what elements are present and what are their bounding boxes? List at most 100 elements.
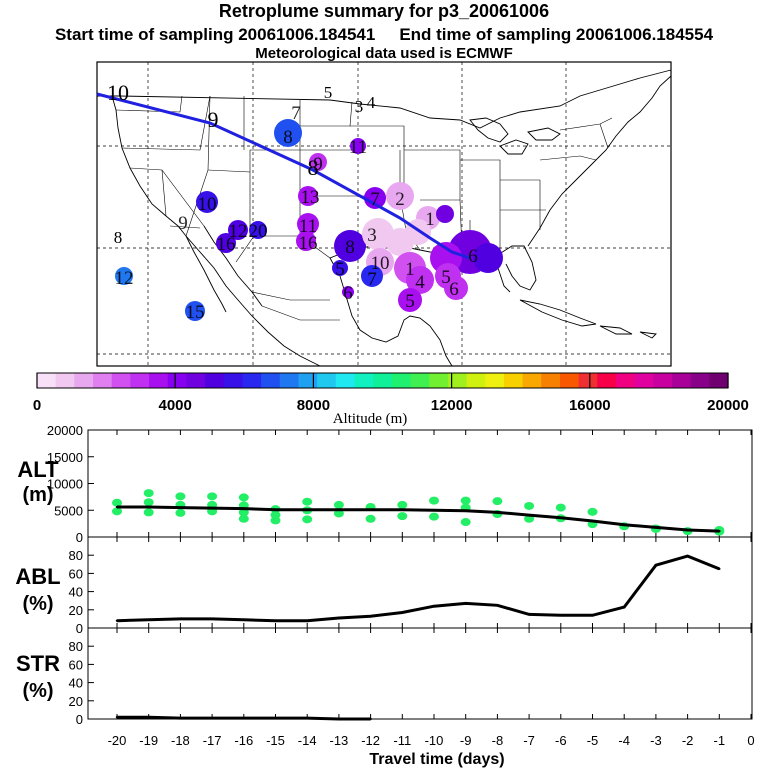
series-point — [496, 511, 499, 514]
altitude-dot — [397, 512, 408, 521]
altitude-dot — [302, 497, 313, 506]
y-axis-label: STR — [16, 651, 60, 676]
y-tick-label: 5000 — [54, 503, 83, 518]
y-tick-label: 40 — [69, 585, 83, 600]
panel-frame — [87, 429, 753, 538]
y-tick-label: 80 — [69, 548, 83, 563]
plume-day-label: 1 — [425, 209, 435, 230]
plume-day-label: 6 — [449, 279, 459, 300]
panel-abl: 80 60 40 20 0 ABL (%) — [15, 536, 753, 636]
altitude-dot — [175, 492, 186, 501]
plume-circles — [115, 119, 503, 321]
series-point — [432, 604, 436, 608]
series-point — [115, 619, 119, 622]
series-point — [686, 554, 689, 558]
colorbar-cell — [186, 373, 206, 388]
series-point — [559, 516, 562, 519]
colorbar-cell — [298, 373, 318, 388]
track-day-label: 9 — [208, 107, 219, 132]
series-point — [369, 717, 372, 721]
x-tick-label: -4 — [618, 733, 630, 748]
plume-day-label: 10 — [198, 194, 217, 215]
met-data-label: Meteorological data used is ECMWF — [255, 45, 513, 62]
y-axis-unit: (%) — [22, 593, 53, 615]
plume-day-label: 4 — [415, 272, 425, 293]
colorbar-cell — [261, 373, 281, 388]
series-point — [115, 715, 119, 719]
series-point — [306, 619, 309, 622]
x-tick-label: -3 — [650, 733, 662, 748]
colorbar-cell — [373, 373, 393, 388]
series-point — [242, 618, 245, 622]
y-axis-unit: (m) — [22, 484, 53, 506]
series-point — [686, 528, 689, 532]
plume-day-label: 7 — [370, 189, 380, 210]
altitude-dot — [238, 493, 249, 502]
series-point — [147, 505, 150, 509]
plume-day-label: 10 — [371, 253, 390, 274]
colorbar-cell — [149, 373, 169, 388]
track-day-label: 8 — [308, 155, 319, 180]
y-tick-label: 80 — [69, 639, 83, 654]
colorbar-cell — [410, 373, 430, 388]
colorbar-cell — [541, 373, 561, 388]
altitude-dot — [460, 518, 471, 527]
colorbar-cell — [205, 373, 225, 388]
map-box-number: 4 — [367, 93, 376, 112]
series-point — [179, 716, 182, 720]
colorbar-cell — [447, 373, 468, 388]
series-point — [654, 564, 658, 567]
series-point — [147, 715, 150, 719]
altitude-dot — [302, 515, 313, 524]
altitude-dot — [112, 498, 122, 507]
series-point — [306, 716, 309, 720]
colorbar-cell — [354, 373, 374, 388]
x-tick-label: -11 — [393, 733, 411, 748]
y-tick-label: 20000 — [47, 423, 83, 438]
y-axis-label: ALT — [17, 457, 59, 482]
series-point — [369, 614, 372, 618]
colorbar-cell — [279, 373, 300, 388]
plume-day-label: 5 — [405, 291, 415, 312]
colorbar-cell — [223, 373, 244, 388]
plume-day-label: 9 — [178, 213, 188, 234]
y-tick-label: 20 — [69, 694, 83, 709]
plume-day-label: 16 — [217, 234, 236, 255]
x-tick-label: -16 — [234, 733, 253, 748]
plume-day-label: 8 — [283, 127, 293, 148]
x-tick-label: -18 — [171, 733, 190, 748]
colorbar-cell — [709, 373, 729, 388]
y-tick-label: 60 — [69, 657, 83, 672]
altitude-dot — [238, 508, 249, 517]
colorbar-cell — [615, 373, 636, 388]
series-point — [179, 506, 182, 509]
series-point — [210, 506, 214, 510]
plume-day-label: 20 — [249, 221, 268, 242]
x-tick-label: -9 — [460, 733, 472, 748]
track-day-label: 10 — [107, 80, 129, 105]
series-point — [242, 507, 245, 510]
colorbar-cell — [466, 373, 486, 388]
series-point — [274, 508, 277, 511]
altitude-dot — [270, 516, 281, 525]
y-tick-label: 40 — [69, 676, 83, 691]
x-tick-label: -19 — [139, 733, 158, 748]
chart-title: Retroplume summary for p3_20061006 — [218, 1, 550, 21]
colorbar-cell — [93, 373, 113, 388]
x-tick-label: -20 — [108, 733, 127, 748]
altitude-dot — [492, 497, 503, 506]
colorbar-cell — [37, 373, 57, 388]
series-point — [527, 513, 531, 517]
altitude-dot — [333, 500, 344, 509]
colorbar-tick-label: 4000 — [159, 397, 192, 414]
plume-day-label: 9 — [313, 154, 323, 175]
altitude-dot — [207, 492, 218, 501]
panel-str: 80 60 40 20 0 STR (%) — [16, 627, 753, 727]
series-point — [210, 716, 214, 720]
start-time-label: Start time of sampling 20061006.184541 — [54, 25, 376, 44]
map-gridlines — [97, 62, 671, 366]
colorbar-cell — [335, 373, 356, 388]
colorbar-tick-label: 12000 — [431, 397, 473, 414]
